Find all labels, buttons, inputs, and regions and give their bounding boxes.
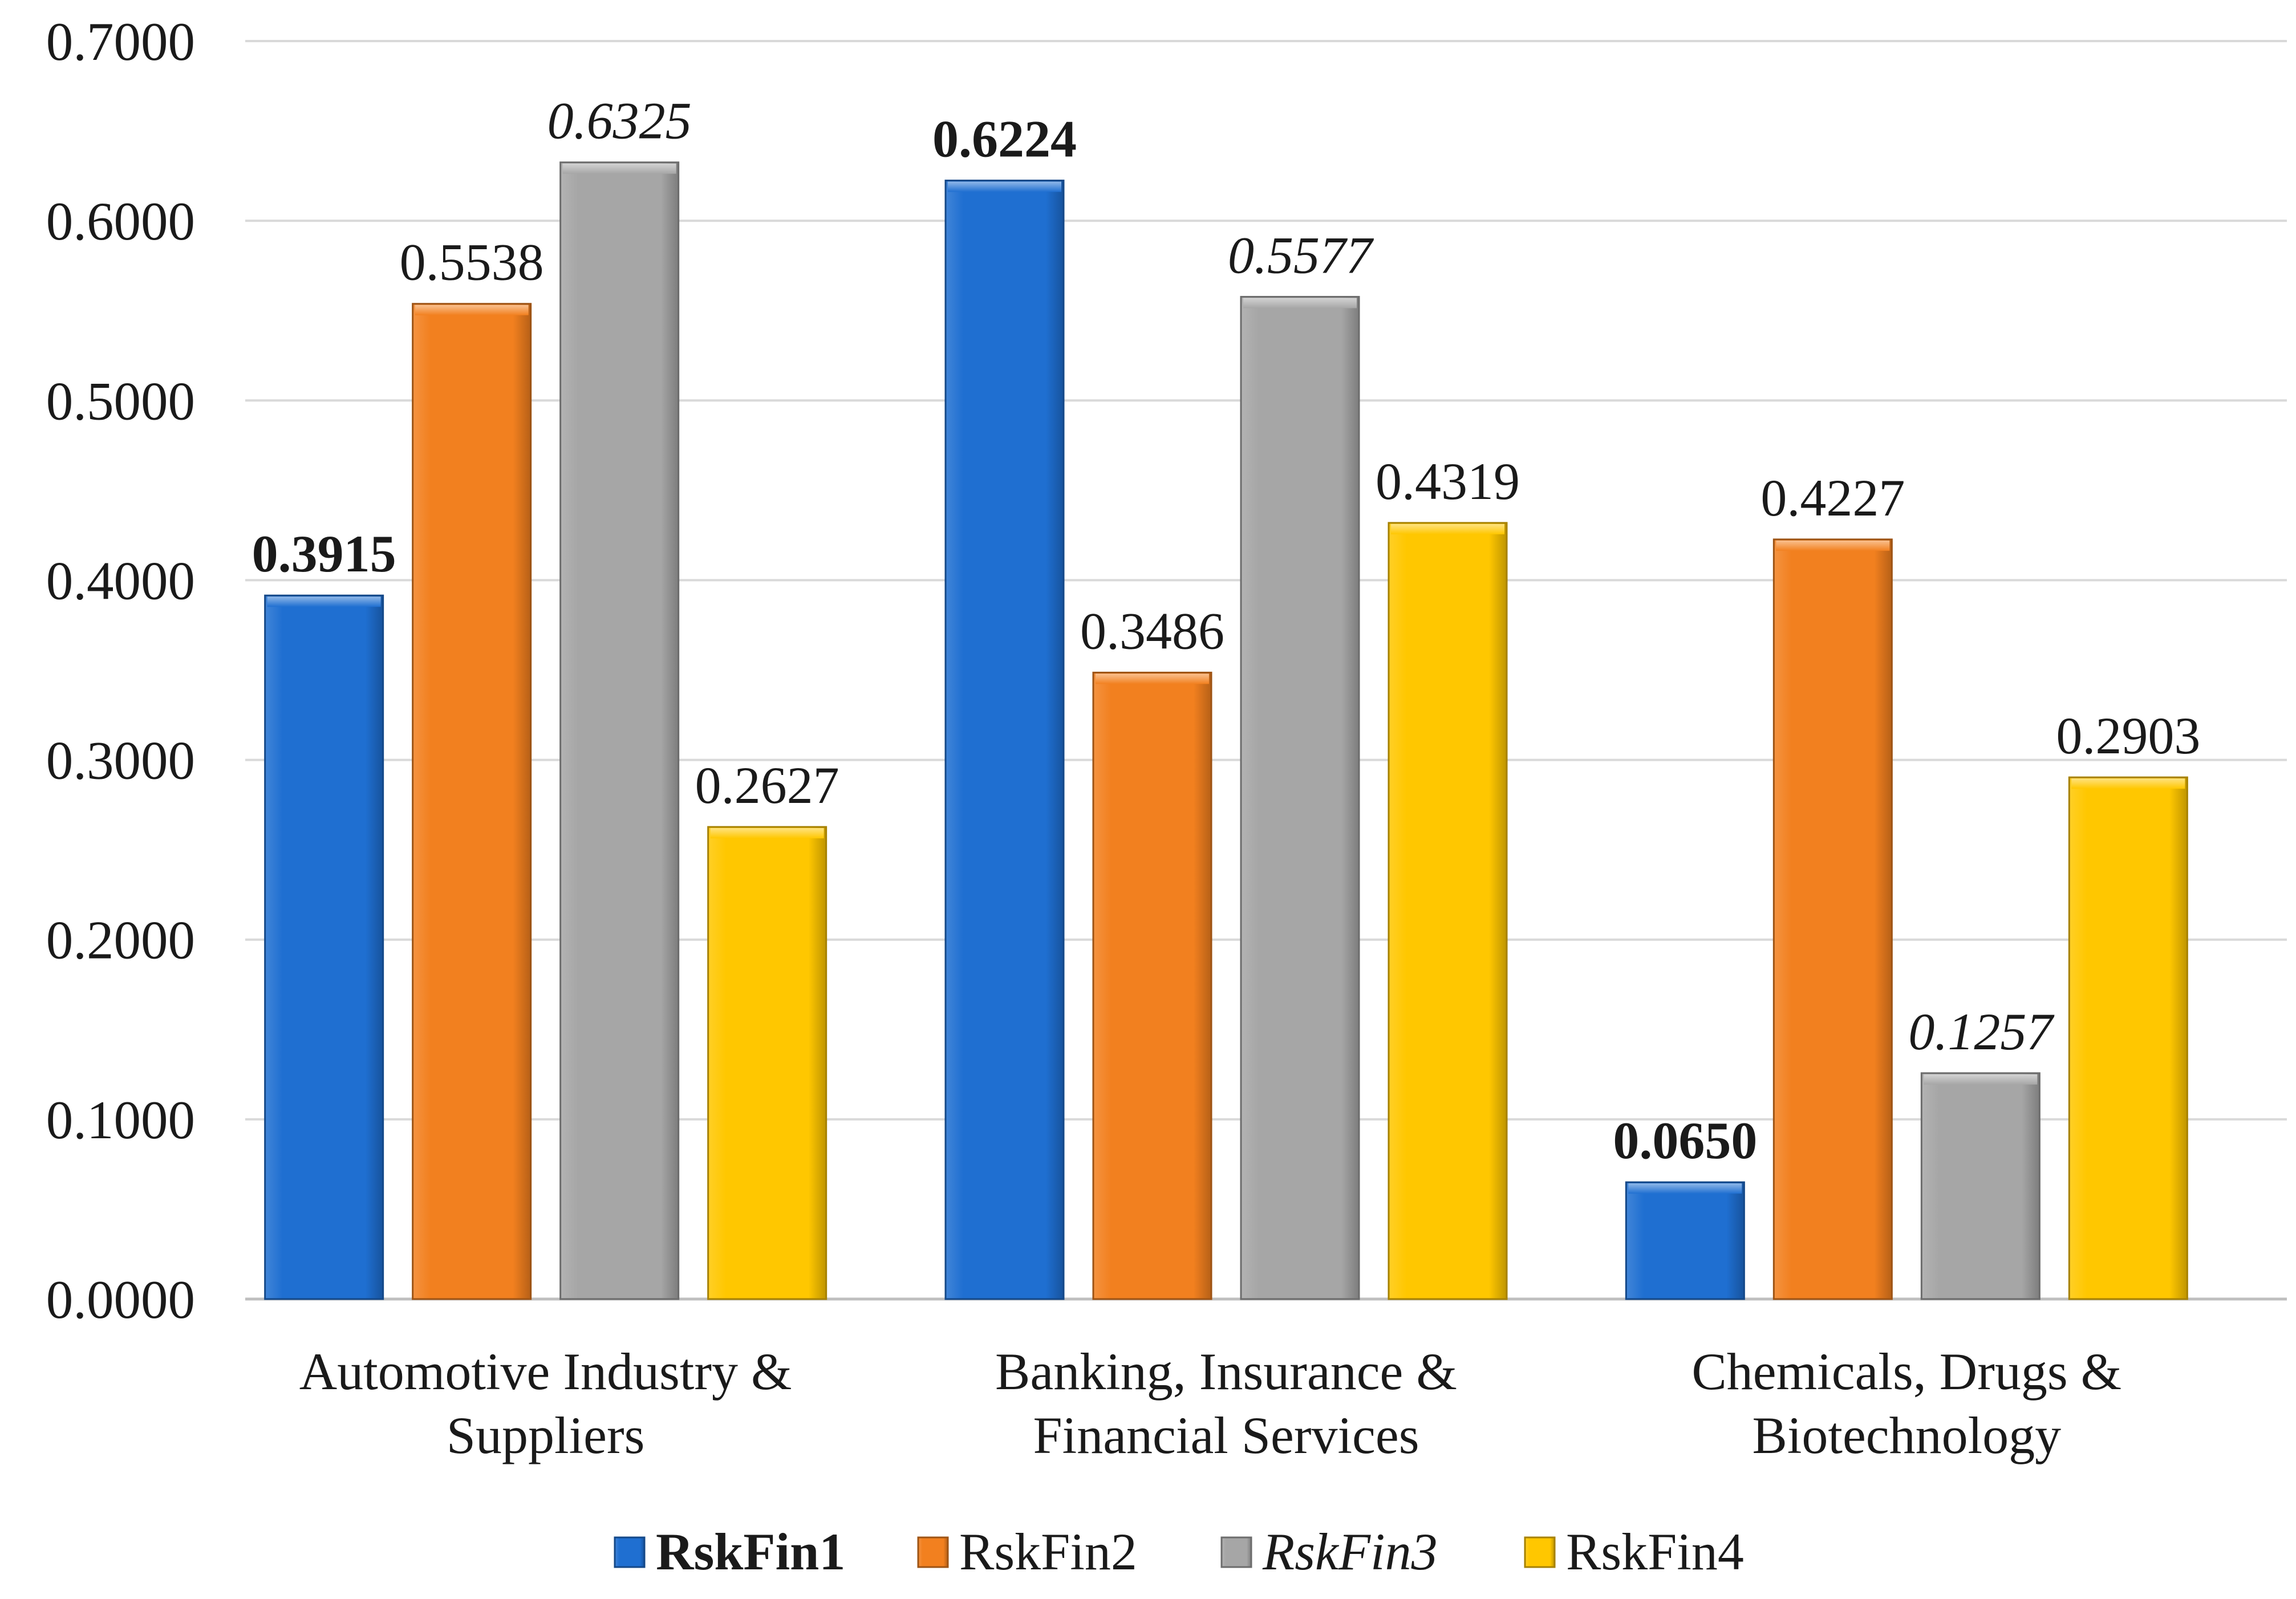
data-label: 0.5577 [1228, 226, 1374, 284]
data-label: 0.6224 [932, 110, 1077, 168]
bar-bevel [415, 305, 529, 315]
data-label: 0.3486 [1080, 602, 1224, 660]
x-tick-label: Chemicals, Drugs & Biotechnology [1691, 1342, 2121, 1464]
legend: RskFin1 RskFin2 RskFin3 RskFin4 [614, 1523, 1744, 1581]
legend-label: RskFin4 [1566, 1523, 1744, 1581]
data-label: 0.2903 [2056, 707, 2200, 765]
legend-item-rskfin3: RskFin3 [1220, 1523, 1438, 1581]
x-tick-label: Banking, Insurance & Financial Services [995, 1342, 1457, 1464]
bar-bevel [267, 596, 381, 607]
bar-rskfin3-0 [559, 161, 680, 1300]
data-label: 0.0650 [1613, 1111, 1757, 1170]
y-axis-ticks: 0.0000 0.1000 0.2000 0.3000 0.4000 0.5000 0.60… [46, 11, 195, 1330]
bar-bevel [1776, 540, 1890, 551]
legend-swatch [614, 1536, 646, 1568]
data-label: 0.5538 [400, 233, 544, 291]
y-tick-label: 0.7000 [46, 11, 195, 72]
bar-rskfin4-0 [707, 826, 827, 1300]
legend-item-rskfin4: RskFin4 [1524, 1523, 1744, 1581]
legend-item-rskfin2: RskFin2 [917, 1523, 1137, 1581]
legend-label: RskFin2 [959, 1523, 1137, 1581]
bar-bevel [562, 163, 676, 174]
bar-bevel [948, 181, 1061, 192]
bar-bevel [1096, 673, 1209, 684]
data-label: 0.6325 [547, 92, 692, 150]
bar-rskfin3-1 [1240, 295, 1360, 1300]
data-label: 0.3915 [252, 525, 396, 583]
legend-item-rskfin1: RskFin1 [614, 1523, 845, 1581]
bar-bevel [1924, 1074, 2038, 1085]
bar-rskfin2-2 [1772, 538, 1893, 1300]
bar-bevel [710, 828, 824, 839]
bar-rskfin2-0 [412, 303, 532, 1300]
bar-rskfin3-2 [1920, 1072, 2041, 1300]
data-labels: 0.3915 0.5538 0.6325 0.2627 0.6224 0.3486 0.55… [252, 92, 2201, 1170]
bar-bevel [1628, 1183, 1742, 1194]
bar-rskfin1-0 [264, 594, 384, 1300]
bar-rskfin2-1 [1092, 671, 1212, 1300]
legend-swatch [1220, 1536, 1252, 1568]
data-label: 0.4319 [1376, 452, 1520, 510]
x-tick-label: Automotive Industry & Suppliers [299, 1342, 792, 1464]
legend-swatch [917, 1536, 949, 1568]
bar-rskfin4-2 [2068, 776, 2188, 1300]
data-label: 0.2627 [695, 756, 839, 814]
legend-label: RskFin3 [1262, 1523, 1438, 1581]
data-label: 0.1257 [1908, 1003, 2055, 1061]
x-axis-ticks: Automotive Industry & Suppliers Banking, I… [299, 1342, 2121, 1464]
bar-bevel [1243, 298, 1357, 309]
y-tick-label: 0.3000 [46, 730, 195, 791]
bar-bevel [2071, 778, 2185, 789]
bar-rskfin1-1 [944, 180, 1065, 1300]
y-tick-label: 0.2000 [46, 910, 195, 971]
legend-swatch [1524, 1536, 1556, 1568]
data-label: 0.4227 [1760, 469, 1905, 527]
y-tick-label: 0.6000 [46, 191, 195, 251]
bar-rskfin1-2 [1625, 1181, 1745, 1300]
legend-label: RskFin1 [656, 1523, 845, 1581]
y-tick-label: 0.5000 [46, 371, 195, 431]
bars [264, 161, 2188, 1300]
y-tick-label: 0.4000 [46, 550, 195, 611]
y-tick-label: 0.1000 [46, 1090, 195, 1150]
bar-bevel [1391, 523, 1504, 534]
bar-rskfin4-1 [1388, 522, 1508, 1300]
y-tick-label: 0.0000 [46, 1269, 195, 1330]
